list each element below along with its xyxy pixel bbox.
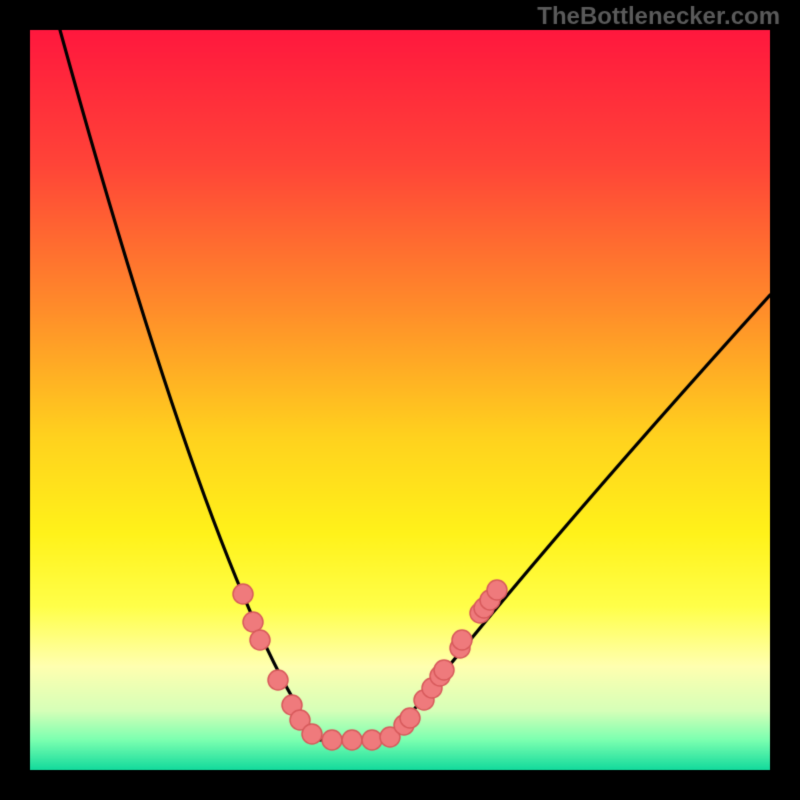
bottleneck-chart	[0, 0, 800, 800]
